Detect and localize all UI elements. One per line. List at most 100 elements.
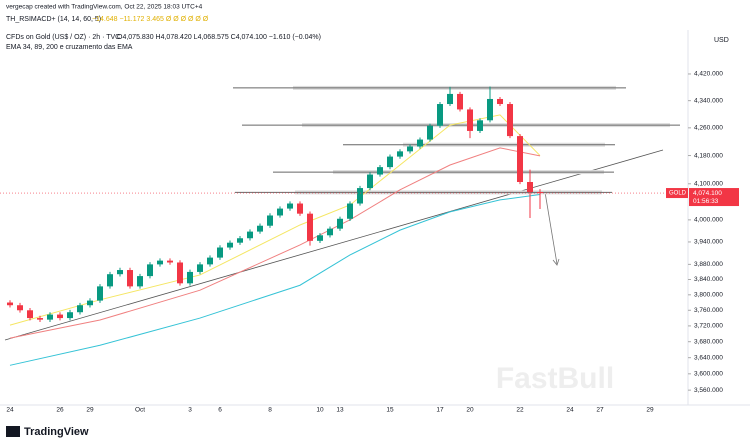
candle-body — [417, 139, 423, 147]
candle-body — [127, 270, 133, 287]
x-tick-label: 24 — [566, 407, 574, 414]
candle-body — [157, 260, 163, 265]
candle-body — [137, 276, 143, 287]
candle-body — [57, 314, 63, 319]
candle-body — [537, 192, 543, 194]
candle-body — [27, 310, 33, 319]
x-tick-label: Oct — [135, 407, 145, 414]
y-tick-label: 3,800.000 — [694, 292, 723, 299]
candle-body — [517, 136, 523, 182]
x-tick-label: 3 — [188, 407, 192, 414]
indicator: TH_RSIMACD+ (14, 14, 60, 5) — [6, 16, 101, 23]
candle-body — [287, 203, 293, 209]
countdown: 01:56:33 — [693, 198, 719, 205]
candle-body — [367, 174, 373, 189]
candle-body — [207, 257, 213, 265]
y-tick-label: 3,680.000 — [694, 338, 723, 345]
logo — [6, 426, 20, 437]
indicator-values: −14.648 −11.172 3.465 Ø Ø Ø Ø Ø Ø — [92, 16, 209, 23]
x-tick-label: 6 — [218, 407, 222, 414]
candle-body — [277, 208, 283, 216]
price-tag — [689, 188, 739, 207]
arrow — [544, 191, 558, 265]
arrow-head — [552, 258, 560, 266]
y-tick-label: 3,560.000 — [694, 387, 723, 394]
x-tick-label: 22 — [516, 407, 524, 414]
candle-body — [437, 104, 443, 126]
y-tick-label: 3,760.000 — [694, 307, 723, 314]
y-tick-label: 3,600.000 — [694, 371, 723, 378]
y-tick-label: 4,000.000 — [694, 217, 723, 224]
candle-body — [257, 225, 263, 232]
x-tick-label: 26 — [56, 407, 64, 414]
x-tick-label: 29 — [646, 407, 654, 414]
candle-body — [267, 215, 273, 226]
y-tick-label: 4,420.000 — [694, 71, 723, 78]
candle-body — [407, 146, 413, 152]
ema-line — [9, 194, 541, 366]
candle-body — [247, 231, 253, 239]
x-tick-label: 29 — [86, 407, 94, 414]
ohlc: O4,075.830 H4,078.420 L4,068.575 C4,074.… — [117, 34, 321, 41]
ema-legend: EMA 34, 89, 200 e cruzamento das EMA — [6, 44, 133, 51]
candle-body — [197, 264, 203, 272]
candle-body — [297, 203, 303, 214]
x-tick-label: 10 — [316, 407, 324, 414]
y-tick-label: 3,940.000 — [694, 239, 723, 246]
brand: TradingView — [24, 426, 89, 438]
candle-body — [487, 98, 493, 121]
x-tick-label: 17 — [436, 407, 444, 414]
candle-body — [167, 260, 173, 263]
candle-body — [177, 262, 183, 284]
price-label: 4,074.100 — [693, 190, 722, 197]
currency: USD — [714, 37, 729, 44]
candle-body — [427, 125, 433, 140]
candle-body — [507, 104, 513, 137]
candle-body — [147, 264, 153, 277]
candle-body — [237, 238, 243, 243]
candle-body — [307, 213, 313, 241]
candle-body — [377, 167, 383, 175]
ema-line — [9, 147, 541, 339]
y-tick-label: 3,880.000 — [694, 261, 723, 268]
candle-body — [347, 203, 353, 219]
candle-body — [467, 109, 473, 131]
candle-body — [527, 181, 533, 193]
y-tick-label: 4,340.000 — [694, 97, 723, 104]
y-tick-label: 3,640.000 — [694, 354, 723, 361]
y-tick-label: 4,100.000 — [694, 180, 723, 187]
x-tick-label: 15 — [386, 407, 394, 414]
candle-body — [187, 271, 193, 284]
candle-body — [457, 93, 463, 110]
credit: vergecap created with TradingView.com, O… — [6, 4, 203, 11]
symbol-label: GOLD — [669, 191, 687, 197]
x-tick-label: 13 — [336, 407, 344, 414]
candle-body — [97, 286, 103, 301]
x-tick-label: 27 — [596, 407, 604, 414]
candle-body — [117, 270, 123, 275]
candle-body — [7, 302, 13, 306]
candle-body — [107, 274, 113, 287]
x-tick-label: 20 — [466, 407, 474, 414]
candle-body — [77, 305, 83, 313]
candle-body — [357, 188, 363, 204]
watermark: FastBull — [496, 362, 614, 395]
x-tick-label: 24 — [6, 407, 14, 414]
candle-body — [327, 228, 333, 236]
x-tick-label: 8 — [268, 407, 272, 414]
candle-body — [37, 318, 43, 320]
candle-body — [337, 218, 343, 229]
y-tick-label: 3,720.000 — [694, 323, 723, 330]
candle-body — [217, 247, 223, 258]
candle-body — [17, 305, 23, 311]
candle-body — [387, 156, 393, 168]
candle-body — [47, 314, 53, 320]
y-tick-label: 4,180.000 — [694, 152, 723, 159]
candle-body — [397, 151, 403, 157]
candle-body — [497, 98, 503, 105]
candle-body — [477, 120, 483, 131]
candle-body — [227, 242, 233, 248]
symbol: CFDs on Gold (US$ / OZ) · 2h · TVC — [6, 34, 120, 41]
candle-body — [447, 93, 453, 105]
